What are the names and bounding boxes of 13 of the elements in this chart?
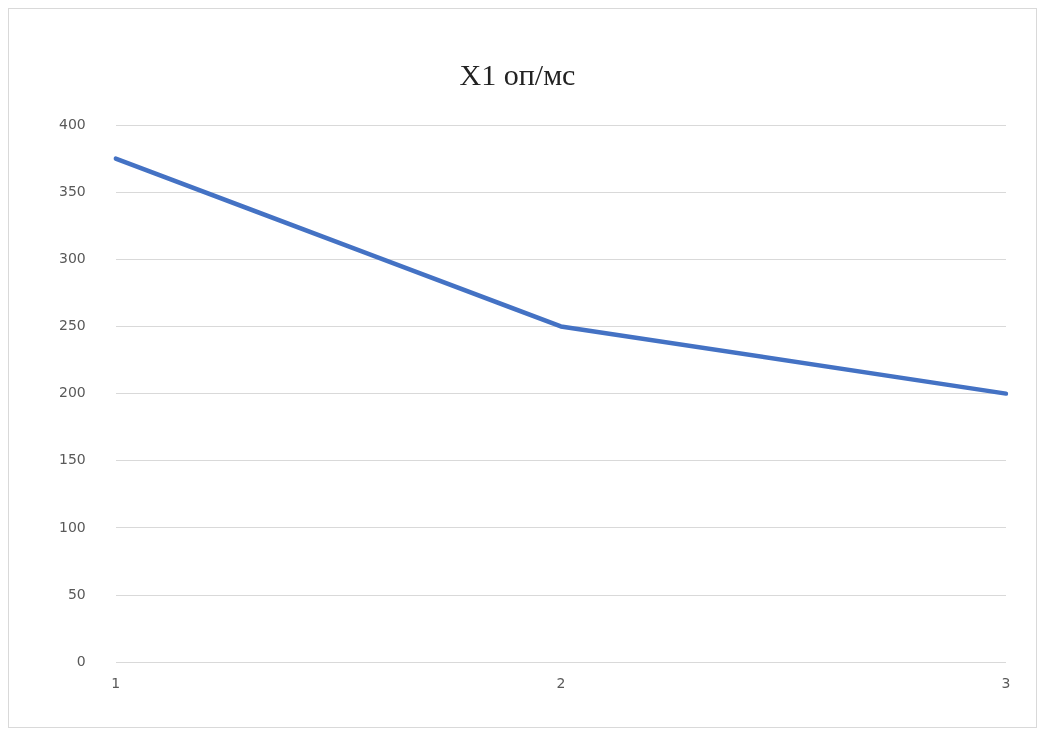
y-tick-label: 50 <box>67 585 86 602</box>
y-tick-label: 400 <box>58 115 86 132</box>
x-tick-label: 2 <box>556 675 566 692</box>
x-tick-label: 1 <box>111 675 121 692</box>
y-tick-label: 250 <box>58 317 86 334</box>
y-tick-label: 350 <box>58 182 86 199</box>
y-tick-label: 300 <box>58 249 86 266</box>
x-tick-label: 3 <box>1001 675 1011 692</box>
y-tick-label: 100 <box>58 518 86 535</box>
y-tick-label: 0 <box>76 652 86 669</box>
y-tick-label: 200 <box>58 384 86 401</box>
chart-title: X1 оп/мс <box>459 57 576 91</box>
y-tick-label: 150 <box>58 451 86 468</box>
